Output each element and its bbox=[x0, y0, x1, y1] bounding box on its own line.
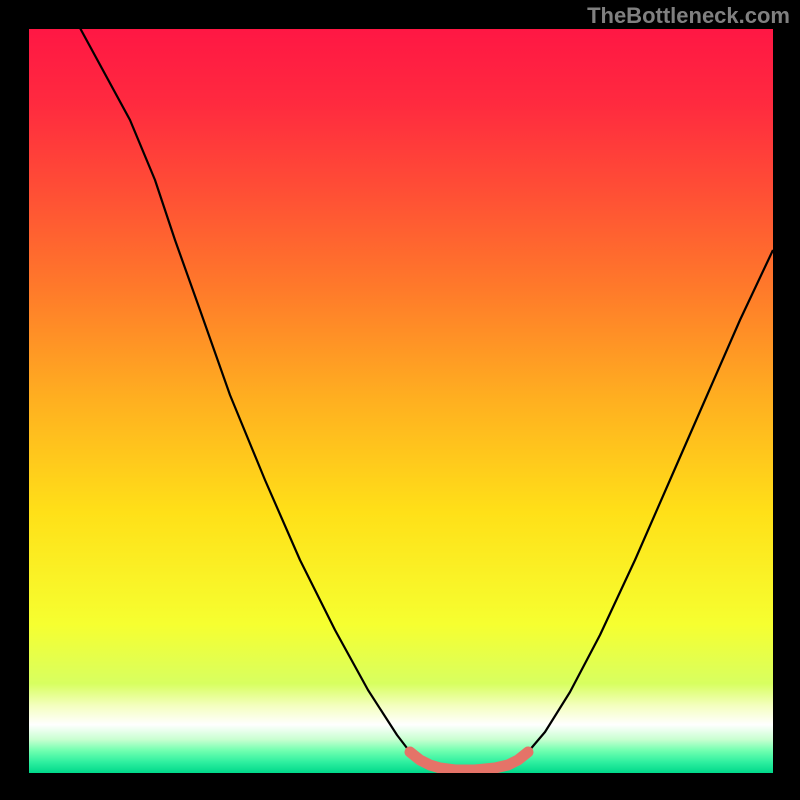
watermark-text: TheBottleneck.com bbox=[587, 3, 790, 29]
chart-gradient-background bbox=[29, 29, 773, 773]
